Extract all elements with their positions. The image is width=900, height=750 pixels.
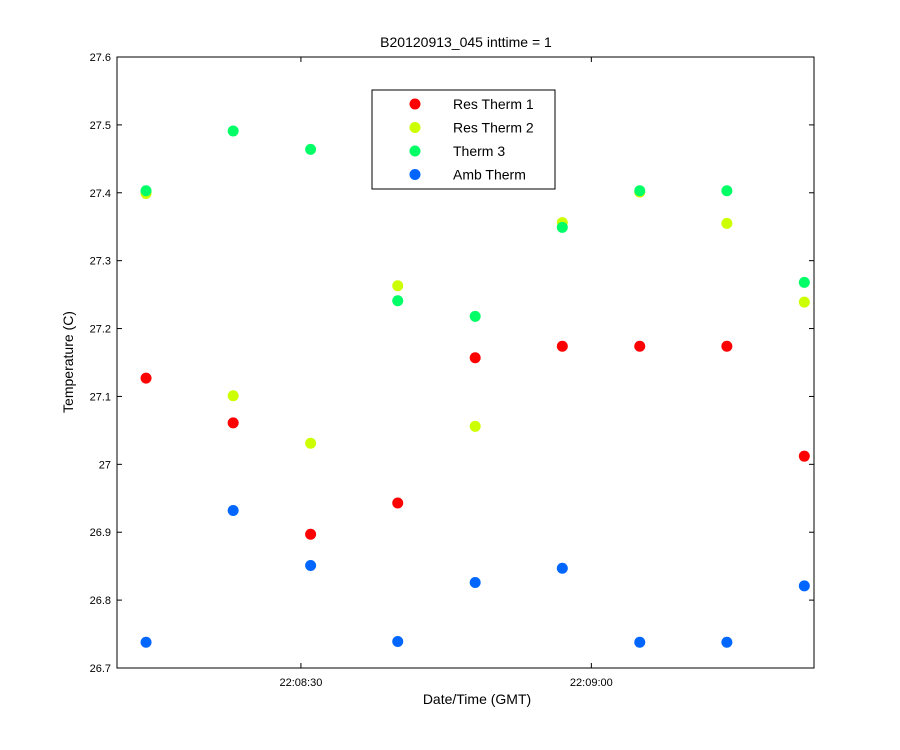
data-point-therm-3	[392, 295, 404, 307]
data-point-res-therm-2	[721, 217, 733, 229]
data-point-res-therm-2	[227, 390, 239, 402]
data-point-res-therm-1	[721, 340, 733, 352]
data-point-res-therm-2	[798, 296, 810, 308]
y-axis: 26.7 26.8 26.9 27 27.1 27.2 27.3 27.4 27.5 27.6	[90, 52, 814, 675]
legend-marker-therm-3	[409, 145, 421, 157]
y-tick-label: 27.4	[90, 188, 111, 200]
data-point-res-therm-1	[798, 450, 810, 462]
legend-label-res-therm-1: Res Therm 1	[453, 96, 534, 112]
legend-marker-amb-therm	[409, 169, 421, 180]
data-point-res-therm-1	[305, 528, 317, 540]
data-point-amb-therm	[556, 562, 568, 574]
x-tick-label: 22:08:30	[280, 677, 323, 689]
x-tick-label: 22:09:00	[570, 677, 613, 689]
legend-label-therm-3: Therm 3	[453, 143, 505, 159]
y-tick-label: 27	[99, 459, 111, 471]
x-axis-label: Date/Time (GMT)	[423, 691, 531, 707]
data-point-therm-3	[721, 185, 733, 197]
data-point-therm-3	[227, 125, 239, 137]
y-tick-label: 27.3	[90, 256, 111, 268]
legend-marker-res-therm-2	[409, 122, 421, 133]
data-point-res-therm-2	[392, 280, 404, 292]
data-point-therm-3	[556, 221, 568, 233]
series-amb-therm	[140, 504, 810, 648]
data-point-res-therm-1	[469, 352, 481, 364]
series-therm-3	[140, 125, 810, 322]
data-point-therm-3	[305, 143, 317, 155]
y-tick-label: 26.9	[90, 527, 111, 539]
data-points	[140, 125, 810, 648]
data-point-therm-3	[469, 310, 481, 322]
data-point-amb-therm	[721, 636, 733, 648]
data-point-amb-therm	[392, 636, 404, 648]
legend-label-res-therm-2: Res Therm 2	[453, 120, 534, 136]
y-axis-label: Temperature (C)	[60, 311, 76, 413]
data-point-amb-therm	[634, 636, 646, 648]
legend: Res Therm 1 Res Therm 2 Therm 3 Amb Therm	[371, 89, 556, 190]
data-point-therm-3	[798, 276, 810, 288]
y-tick-label: 26.7	[90, 663, 111, 675]
legend-box	[371, 89, 556, 190]
data-point-res-therm-2	[305, 437, 317, 449]
data-point-res-therm-1	[392, 497, 404, 509]
data-point-therm-3	[634, 185, 646, 197]
legend-marker-res-therm-1	[409, 98, 421, 110]
y-tick-label: 27.2	[90, 324, 111, 336]
data-point-res-therm-1	[227, 417, 239, 429]
y-tick-label: 27.1	[90, 391, 111, 403]
data-point-therm-3	[140, 185, 152, 197]
data-point-res-therm-1	[634, 340, 646, 352]
data-point-res-therm-1	[140, 372, 152, 384]
y-tick-label: 26.8	[90, 595, 111, 607]
legend-label-amb-therm: Amb Therm	[453, 167, 526, 183]
x-axis: 22:08:30 22:09:00	[280, 57, 613, 689]
y-tick-label: 27.5	[90, 120, 111, 132]
y-tick-label: 27.6	[90, 52, 111, 64]
data-point-amb-therm	[469, 576, 481, 588]
data-point-res-therm-1	[556, 340, 568, 352]
chart-title: B20120913_045 inttime = 1	[380, 34, 552, 50]
data-point-amb-therm	[305, 559, 317, 571]
data-point-amb-therm	[140, 636, 152, 648]
data-point-amb-therm	[227, 504, 239, 516]
data-point-amb-therm	[798, 580, 810, 592]
data-point-res-therm-2	[469, 420, 481, 432]
series-res-therm-1	[140, 340, 810, 540]
